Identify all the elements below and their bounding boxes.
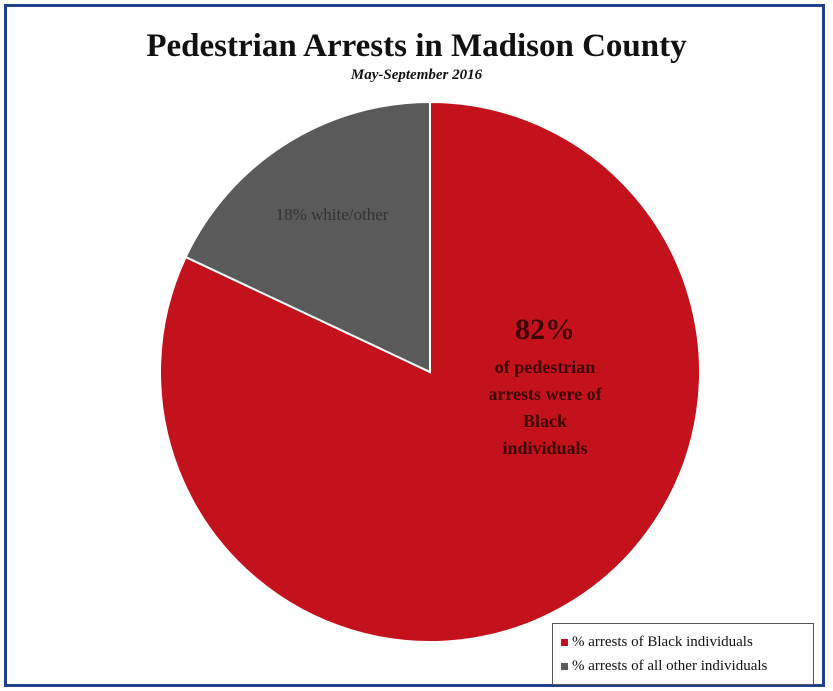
pie-slice-other [184,100,431,374]
legend: % arrests of Black individuals % arrests… [552,623,814,685]
slice-label-black-line: individuals [502,438,587,458]
legend-label-black: % arrests of Black individuals [572,633,753,650]
legend-swatch-black [561,638,568,646]
slice-label-black-line: of pedestrian [495,357,596,377]
legend-item-other: % arrests of all other individuals [561,654,805,678]
slice-label-black-percent: 82% [515,313,575,346]
legend-item-black: % arrests of Black individuals [561,630,805,654]
slice-label-black-text: of pedestrian arrests were of Black individ… [488,357,602,458]
chart-subtitle: May-September 2016 [350,67,483,83]
slice-label-black-line: Black [523,411,567,431]
chart-title: Pedestrian Arrests in Madison County [146,28,687,64]
legend-label-other: % arrests of all other individuals [572,657,768,674]
legend-swatch-other [561,662,568,670]
slice-label-other: 18% white/other [276,205,389,224]
slice-label-black-line: arrests were of [488,384,602,404]
